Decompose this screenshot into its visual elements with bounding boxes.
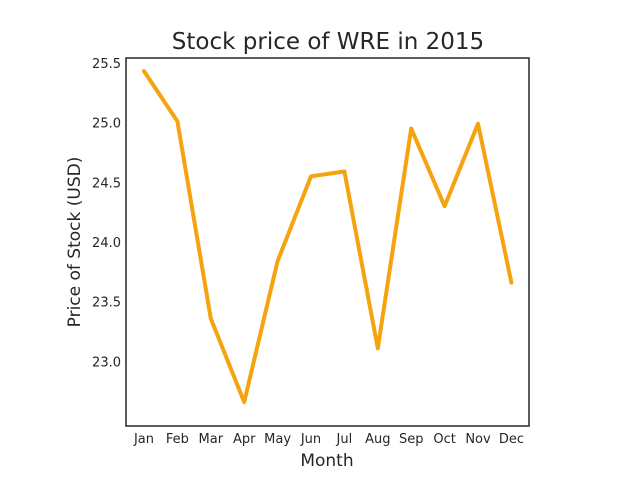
chart-title: Stock price of WRE in 2015 (172, 29, 484, 55)
x-tick-label: Dec (499, 432, 524, 447)
y-tick-label: 24.0 (92, 236, 121, 251)
series-layer (142, 69, 514, 405)
x-axis-label: Month (300, 451, 353, 471)
x-tick-label: Mar (199, 432, 224, 447)
y-tick-label: 23.5 (92, 296, 121, 311)
y-axis-ticks: 23.0 23.5 24.0 24.5 25.0 25.5 (92, 57, 121, 371)
x-tick-label: Feb (166, 432, 189, 447)
y-tick-label: 25.0 (92, 117, 121, 132)
y-axis-label: Price of Stock (USD) (65, 157, 85, 328)
plot-area-frame (125, 57, 530, 427)
x-tick-label: Jul (336, 432, 353, 447)
x-tick-label: Jun (300, 432, 321, 447)
x-tick-label: Aug (365, 432, 390, 447)
series-line (142, 69, 514, 405)
x-tick-label: Apr (233, 432, 256, 447)
x-tick-label: May (264, 432, 291, 447)
y-tick-label: 24.5 (92, 176, 121, 191)
x-tick-label: Nov (465, 432, 491, 447)
y-tick-label: 23.0 (92, 355, 121, 370)
x-tick-label: Jan (133, 432, 154, 447)
x-tick-label: Oct (433, 432, 455, 447)
y-tick-label: 25.5 (92, 57, 121, 72)
x-tick-label: Sep (399, 432, 424, 447)
x-axis-ticks: Jan Feb Mar Apr May Jun Jul Aug Sep Oct Nov Dec (133, 432, 524, 447)
